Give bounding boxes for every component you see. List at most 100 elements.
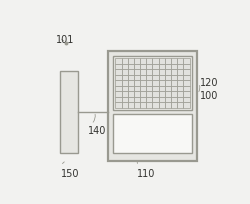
Bar	[122, 91, 128, 97]
Bar	[128, 75, 134, 80]
Bar	[128, 69, 134, 75]
Bar	[140, 97, 146, 102]
Bar	[159, 102, 165, 108]
Bar	[177, 80, 183, 86]
Bar	[116, 64, 121, 69]
Bar	[116, 80, 121, 86]
Bar	[183, 102, 190, 108]
Bar	[134, 86, 140, 91]
Bar	[152, 75, 159, 80]
Text: 101: 101	[56, 35, 74, 45]
Bar	[140, 80, 146, 86]
Bar	[140, 102, 146, 108]
Bar	[134, 64, 140, 69]
Bar	[183, 64, 190, 69]
Text: 150: 150	[61, 169, 80, 179]
Bar	[159, 86, 165, 91]
Bar	[134, 75, 140, 80]
Bar	[159, 80, 165, 86]
Bar	[128, 80, 134, 86]
Bar	[122, 86, 128, 91]
Bar	[183, 75, 190, 80]
Bar	[146, 102, 152, 108]
Bar	[146, 58, 152, 64]
Text: 100: 100	[200, 91, 218, 101]
Bar	[159, 58, 165, 64]
Bar	[134, 80, 140, 86]
Bar	[134, 97, 140, 102]
Bar	[159, 91, 165, 97]
Bar	[165, 80, 171, 86]
Bar	[128, 86, 134, 91]
Bar	[134, 58, 140, 64]
Bar	[146, 91, 152, 97]
Bar	[159, 75, 165, 80]
Bar	[165, 102, 171, 108]
Bar	[146, 80, 152, 86]
Bar	[128, 64, 134, 69]
Bar	[116, 97, 121, 102]
Bar	[122, 69, 128, 75]
Bar	[171, 69, 177, 75]
Bar	[146, 75, 152, 80]
Bar	[116, 75, 121, 80]
Bar	[128, 58, 134, 64]
Bar	[140, 58, 146, 64]
Bar	[122, 97, 128, 102]
Bar	[122, 102, 128, 108]
Bar	[140, 86, 146, 91]
Bar	[171, 86, 177, 91]
Bar	[128, 97, 134, 102]
Bar	[159, 97, 165, 102]
Bar	[152, 91, 159, 97]
Bar	[152, 69, 159, 75]
Bar	[152, 102, 159, 108]
Bar	[108, 51, 197, 161]
Bar	[146, 97, 152, 102]
Bar	[159, 69, 165, 75]
Bar	[177, 75, 183, 80]
Bar	[177, 64, 183, 69]
Bar	[140, 69, 146, 75]
Bar	[177, 69, 183, 75]
Text: 140: 140	[88, 126, 106, 136]
Bar	[140, 64, 146, 69]
Bar	[113, 56, 192, 110]
Bar	[165, 69, 171, 75]
Bar	[140, 91, 146, 97]
Bar	[165, 86, 171, 91]
Bar	[116, 91, 121, 97]
Bar	[171, 80, 177, 86]
Bar	[165, 91, 171, 97]
Bar	[183, 69, 190, 75]
Bar	[183, 80, 190, 86]
Bar	[134, 91, 140, 97]
Bar	[183, 58, 190, 64]
Bar	[140, 75, 146, 80]
Bar	[122, 75, 128, 80]
Bar	[171, 102, 177, 108]
Bar	[128, 91, 134, 97]
Bar	[171, 64, 177, 69]
Bar	[183, 97, 190, 102]
Bar	[177, 97, 183, 102]
Text: 110: 110	[137, 169, 155, 179]
Bar	[159, 64, 165, 69]
Bar	[116, 102, 121, 108]
Bar	[116, 69, 121, 75]
Text: 120: 120	[200, 78, 218, 88]
Bar	[152, 86, 159, 91]
Bar	[177, 58, 183, 64]
Bar	[146, 64, 152, 69]
Bar	[165, 97, 171, 102]
Bar	[183, 86, 190, 91]
Bar	[134, 102, 140, 108]
Bar	[171, 58, 177, 64]
Bar	[165, 64, 171, 69]
Bar	[183, 91, 190, 97]
Bar	[122, 80, 128, 86]
Bar	[177, 86, 183, 91]
Bar	[113, 114, 192, 153]
Bar	[165, 58, 171, 64]
Bar	[128, 102, 134, 108]
